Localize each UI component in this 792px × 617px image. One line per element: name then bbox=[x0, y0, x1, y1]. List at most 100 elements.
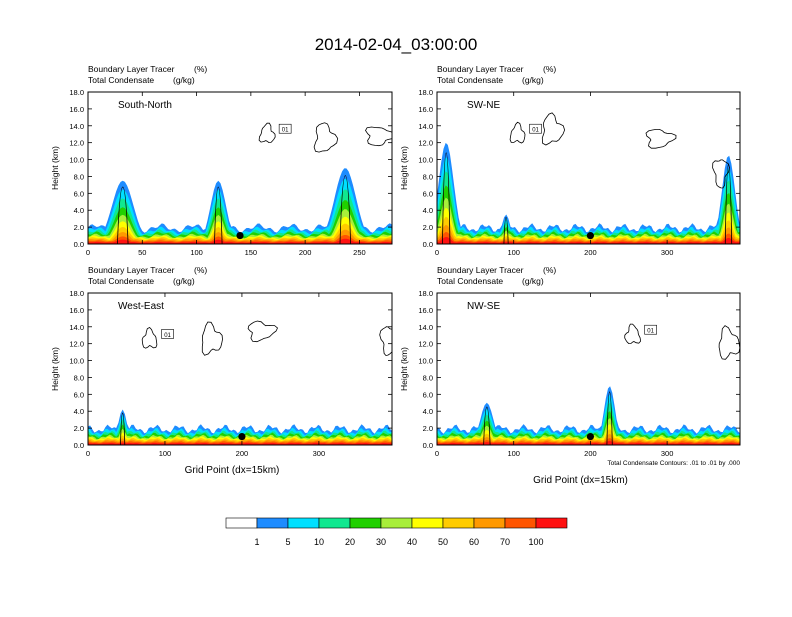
cloud-contour-3 bbox=[365, 126, 392, 147]
y-tick-label: 12.0 bbox=[69, 139, 84, 148]
var-label-2: Total Condensate bbox=[437, 75, 503, 85]
var-unit-2: (g/kg) bbox=[522, 276, 544, 286]
tracer-layer-10 bbox=[437, 440, 740, 445]
figure-title: 2014-02-04_03:00:00 bbox=[315, 35, 478, 54]
cloud-contour-1 bbox=[624, 323, 642, 345]
var-label-1: Boundary Layer Tracer bbox=[437, 64, 524, 74]
cloud-contour-2 bbox=[718, 325, 740, 360]
var-label-1: Boundary Layer Tracer bbox=[88, 265, 175, 275]
y-tick-label: 18.0 bbox=[69, 88, 84, 97]
y-tick-label: 10.0 bbox=[69, 156, 84, 165]
plume-contour-1 bbox=[442, 152, 451, 244]
var-label-1: Boundary Layer Tracer bbox=[437, 265, 524, 275]
y-tick-label: 2.0 bbox=[74, 223, 84, 232]
y-tick-label: 0.0 bbox=[74, 441, 84, 450]
y-tick-label: 14.0 bbox=[69, 323, 84, 332]
legend-label: 30 bbox=[376, 537, 386, 547]
panel-label: South-North bbox=[118, 100, 172, 111]
legend-label: 50 bbox=[438, 537, 448, 547]
y-tick-label: 4.0 bbox=[74, 407, 84, 416]
var-unit-1: (%) bbox=[543, 64, 556, 74]
var-unit-2: (g/kg) bbox=[522, 75, 544, 85]
y-tick-label: 14.0 bbox=[418, 323, 433, 332]
contour-label-box bbox=[278, 123, 292, 134]
cloud-contour-1 bbox=[258, 122, 276, 144]
y-tick-label: 4.0 bbox=[423, 206, 433, 215]
chart-panel-3: 01 0.0 2.0 4.0 6.0 8.0 10.0 12.0 14.0 16.0 18.0 0 10… bbox=[50, 265, 393, 476]
y-tick-label: 18.0 bbox=[418, 289, 433, 298]
y-tick-label: 10.0 bbox=[69, 357, 84, 366]
y-axis-title: Height (km) bbox=[50, 146, 60, 190]
legend-label: 100 bbox=[528, 537, 543, 547]
plume-contour-1 bbox=[117, 186, 129, 244]
contour-label-box bbox=[644, 324, 657, 335]
x-tick-label: 150 bbox=[245, 248, 258, 257]
cloud-contour-3 bbox=[247, 320, 278, 343]
cloud-contour-2 bbox=[201, 321, 223, 356]
y-tick-label: 16.0 bbox=[418, 306, 433, 315]
y-tick-label: 12.0 bbox=[418, 139, 433, 148]
x-tick-label: 0 bbox=[435, 449, 439, 458]
y-tick-label: 14.0 bbox=[418, 122, 433, 131]
legend-label: 40 bbox=[407, 537, 417, 547]
y-tick-label: 2.0 bbox=[74, 424, 84, 433]
x-tick-label: 0 bbox=[435, 248, 439, 257]
tracer-layer-5 bbox=[88, 209, 392, 244]
legend-label: 60 bbox=[469, 537, 479, 547]
y-tick-label: 0.0 bbox=[74, 240, 84, 249]
y-tick-label: 6.0 bbox=[74, 189, 84, 198]
y-tick-label: 4.0 bbox=[423, 407, 433, 416]
contour-label-box bbox=[161, 329, 174, 339]
x-tick-label: 300 bbox=[661, 449, 674, 458]
legend-swatch bbox=[535, 517, 568, 529]
var-unit-2: (g/kg) bbox=[173, 75, 195, 85]
x-tick-label: 0 bbox=[86, 248, 90, 257]
cloud-contour-2 bbox=[313, 122, 339, 153]
var-label-2: Total Condensate bbox=[88, 75, 154, 85]
plume-contour-3 bbox=[339, 175, 352, 244]
legend-swatch bbox=[504, 517, 537, 529]
y-tick-label: 10.0 bbox=[418, 156, 433, 165]
y-tick-label: 2.0 bbox=[423, 223, 433, 232]
var-label-2: Total Condensate bbox=[88, 276, 154, 286]
var-label-2: Total Condensate bbox=[437, 276, 503, 286]
cloud-contour-1 bbox=[509, 121, 526, 144]
x-tick-label: 200 bbox=[299, 248, 312, 257]
panel-label: West-East bbox=[118, 301, 164, 312]
color-legend: 1 5 10 20 30 40 50 60 70 100 bbox=[225, 517, 568, 547]
y-tick-label: 6.0 bbox=[423, 189, 433, 198]
x-tick-label: 300 bbox=[313, 449, 326, 458]
location-marker bbox=[586, 432, 595, 441]
cloud-contour-3 bbox=[645, 129, 677, 149]
y-tick-label: 18.0 bbox=[418, 88, 433, 97]
legend-label: 5 bbox=[285, 537, 290, 547]
location-marker bbox=[236, 231, 244, 240]
y-axis-title: Height (km) bbox=[50, 347, 60, 391]
legend-swatch bbox=[380, 517, 413, 529]
tracer-layer-10 bbox=[437, 237, 740, 244]
y-tick-label: 8.0 bbox=[74, 373, 84, 382]
tracer-layer-10 bbox=[88, 442, 392, 445]
x-tick-label: 300 bbox=[661, 248, 674, 257]
contour-note: Total Condensate Contours: .01 to .01 by… bbox=[607, 460, 740, 467]
y-tick-label: 8.0 bbox=[74, 172, 84, 181]
y-tick-label: 12.0 bbox=[69, 340, 84, 349]
var-unit-1: (%) bbox=[543, 265, 556, 275]
panel-label: SW-NE bbox=[467, 100, 500, 111]
x-tick-label: 100 bbox=[159, 449, 172, 458]
y-tick-label: 16.0 bbox=[69, 105, 84, 114]
x-tick-label: 250 bbox=[353, 248, 366, 257]
x-tick-label: 50 bbox=[138, 248, 146, 257]
y-tick-label: 16.0 bbox=[69, 306, 84, 315]
cloud-contour-4 bbox=[712, 159, 730, 189]
tracer-layer-9 bbox=[88, 235, 392, 244]
panel-frame bbox=[87, 91, 393, 245]
x-tick-label: 100 bbox=[190, 248, 203, 257]
cloud-contour-2 bbox=[541, 112, 566, 146]
panel-frame bbox=[87, 292, 393, 446]
legend-swatch bbox=[225, 517, 258, 529]
legend-swatch bbox=[411, 517, 444, 529]
panel-field: 01 bbox=[88, 320, 392, 445]
chart-panel-2: 01 0.0 2.0 4.0 6.0 8.0 10.0 12.0 14.0 16.0 18.0 0 10… bbox=[399, 64, 741, 257]
